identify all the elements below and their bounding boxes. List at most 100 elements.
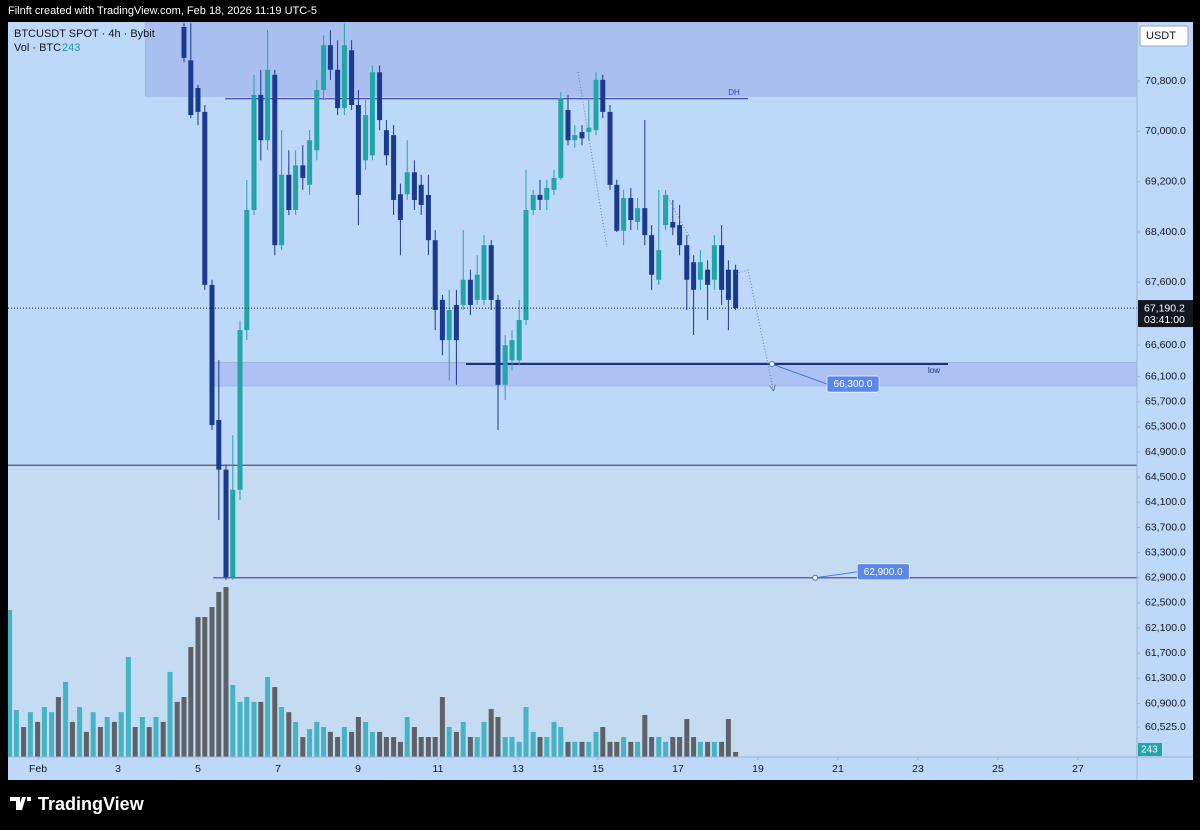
candle-body: [188, 60, 194, 116]
candle-body: [383, 130, 389, 156]
volume-bar: [321, 727, 327, 757]
volume-bar: [35, 721, 41, 757]
plot-area: [8, 22, 1137, 757]
volume-bar: [725, 719, 731, 757]
volume-bar: [355, 717, 361, 757]
volume-bar: [90, 712, 96, 757]
candle-body: [251, 94, 257, 210]
volume-bar: [216, 591, 222, 757]
y-tick-label: 63,700.0: [1145, 521, 1186, 533]
candle-body: [355, 104, 361, 195]
volume-bar: [600, 727, 606, 757]
candle-body: [286, 174, 292, 210]
callout-anchor: [769, 361, 775, 368]
volume-bar: [635, 741, 641, 757]
x-tick-label: 3: [115, 763, 121, 775]
candle-body: [341, 45, 347, 109]
volume-bar: [118, 712, 124, 757]
candle-body: [446, 309, 452, 341]
volume-bar: [391, 737, 397, 757]
volume-bar: [314, 721, 320, 757]
candle-body: [544, 187, 550, 200]
y-tick-label: 70,800.0: [1145, 75, 1186, 87]
candle-body: [593, 79, 599, 131]
volume-bar: [495, 717, 501, 757]
volume-bar: [558, 727, 564, 757]
x-tick-label: 5: [195, 763, 201, 775]
volume-bar: [167, 671, 173, 757]
candle-body: [663, 194, 669, 226]
level-label: DH: [728, 88, 740, 97]
volume-bar: [27, 712, 33, 757]
candle-body: [481, 245, 487, 300]
volume-bar: [251, 701, 257, 757]
callout-text: 66,300.0: [834, 379, 873, 390]
currency-box[interactable]: [1139, 25, 1189, 47]
y-tick-label: 66,100.0: [1145, 370, 1186, 382]
volume-bar: [77, 707, 83, 757]
volume-bar: [41, 707, 47, 757]
candle-body: [369, 72, 375, 156]
candle-body: [579, 132, 585, 139]
candle-body: [418, 184, 424, 205]
x-tick-label: 17: [672, 763, 684, 775]
volume-bar: [621, 737, 627, 757]
volume-bar: [509, 737, 515, 757]
candle-body: [335, 69, 341, 109]
volume-bar: [579, 741, 585, 757]
volume-bar: [677, 737, 683, 757]
y-tick-label: 64,900.0: [1145, 446, 1186, 458]
y-tick-label: 70,000.0: [1145, 125, 1186, 137]
y-tick-label: 61,300.0: [1145, 672, 1186, 684]
callout-text: 62,900.0: [864, 567, 903, 578]
volume-bar: [349, 731, 355, 757]
candle-body: [670, 221, 676, 228]
overlay: DH low 66,300.0 62,900.0: [577, 71, 940, 581]
candle-body: [216, 419, 222, 470]
volume-bar: [55, 697, 61, 757]
volume-bar: [383, 737, 389, 757]
volume-bar: [733, 752, 739, 757]
level-label: low: [928, 366, 940, 375]
candle-body: [725, 269, 731, 300]
candle-body: [453, 304, 459, 341]
volume-bar: [327, 731, 333, 757]
candle-body: [293, 165, 299, 210]
candle-body: [300, 165, 306, 178]
zone: [144, 22, 1137, 97]
candle-body: [363, 115, 369, 161]
volume-bar: [432, 737, 438, 757]
volume-bar: [244, 697, 250, 757]
candle-body: [377, 72, 383, 121]
volume-bar: [307, 729, 313, 757]
candle-body: [705, 269, 711, 285]
candle-body: [265, 69, 271, 141]
volume-bar: [293, 721, 299, 757]
x-tick-label: 11: [433, 763, 444, 775]
candle-body: [628, 198, 634, 221]
volume-bar: [13, 710, 19, 757]
candle-body: [181, 27, 187, 58]
volume-bar: [160, 721, 166, 757]
candle-body: [439, 299, 445, 341]
candle-body: [523, 209, 529, 321]
volume-bar: [153, 717, 159, 757]
volume-bar: [586, 741, 592, 757]
volume-bar: [488, 709, 494, 757]
volume-bar: [614, 741, 620, 757]
candle-body: [600, 79, 606, 112]
candle-body: [691, 262, 697, 290]
y-tick-label: 62,100.0: [1145, 622, 1186, 634]
volume-value-label: 243: [1141, 745, 1158, 756]
candle-body: [307, 140, 313, 185]
candle-body: [642, 208, 648, 236]
volume-bar: [439, 697, 445, 757]
candle-body: [411, 172, 417, 200]
volume-bar: [551, 721, 557, 757]
volume-bar: [279, 707, 285, 757]
volume-bar: [474, 737, 480, 757]
volume-bar: [132, 727, 138, 757]
candle-body: [509, 340, 515, 361]
candle-body: [432, 240, 438, 310]
volume-bar: [195, 617, 201, 757]
